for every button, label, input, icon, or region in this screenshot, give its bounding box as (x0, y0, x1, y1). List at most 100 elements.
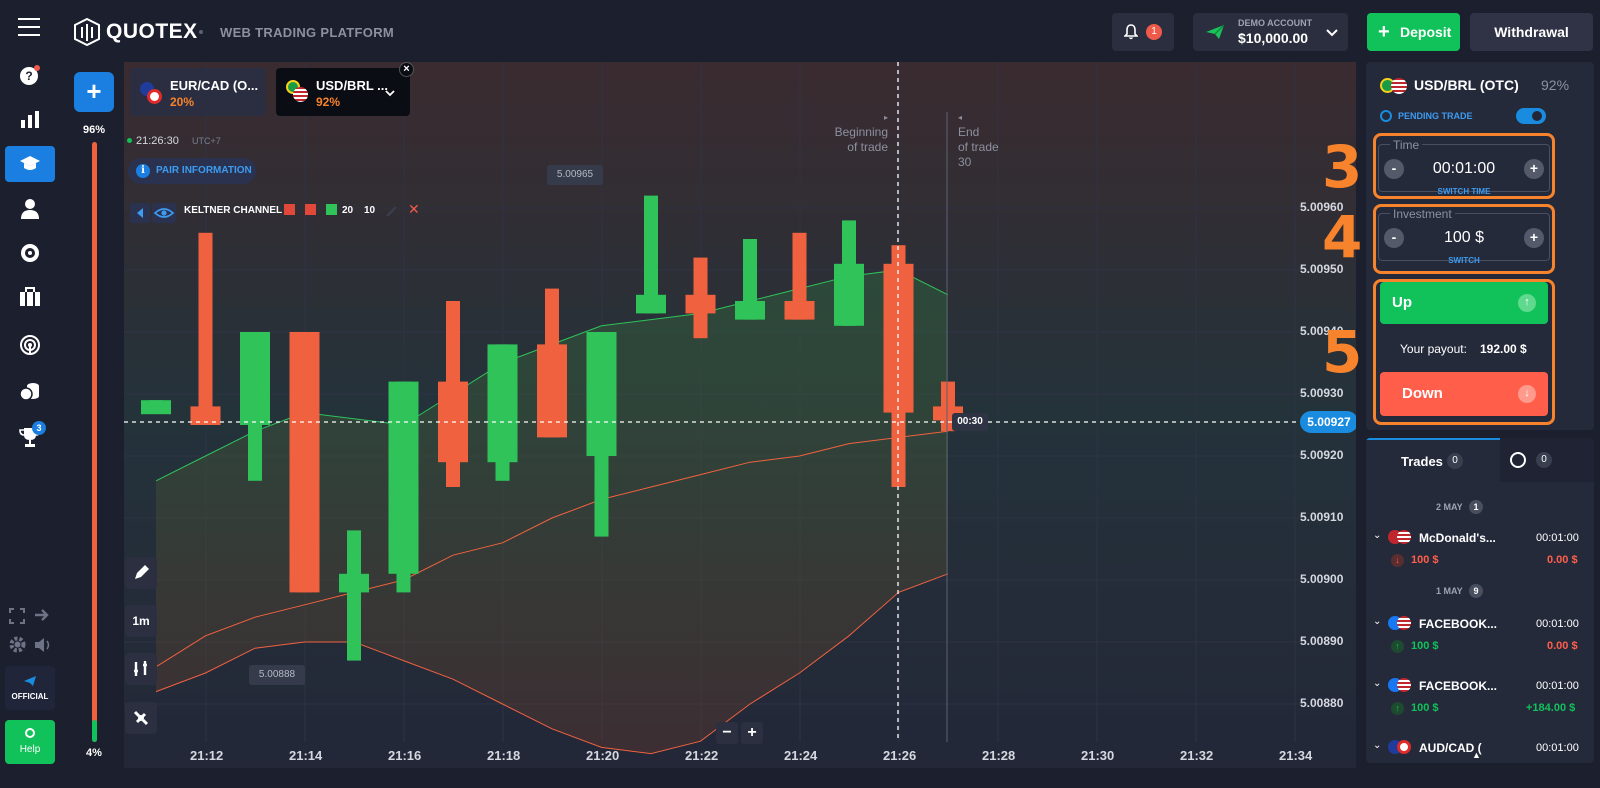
switch-time-link[interactable]: SWITCH TIME (1437, 187, 1491, 196)
candle (685, 257, 716, 339)
graduation-cap-icon (19, 155, 41, 178)
trades-panel: Trades 0 0 2 MAY 1 ⌄ McDonald's... 00:01… (1366, 438, 1594, 763)
cycle-icon[interactable] (15, 238, 45, 268)
candle (240, 332, 270, 481)
zoom-out-button[interactable]: − (716, 722, 738, 744)
investment-label: Investment (1390, 207, 1455, 221)
asset-tab-usdbrl[interactable]: USD/BRL ... 92% × (276, 62, 414, 116)
indicator-color-swatch (284, 204, 295, 215)
timeframe-button[interactable]: 1m (125, 605, 157, 637)
current-price-badge: 5.00927 (1300, 411, 1356, 433)
official-telegram-button[interactable]: OFFICIAL (5, 666, 55, 710)
satellite-icon (133, 710, 149, 726)
candle-body (240, 332, 270, 425)
trade-row[interactable]: ⌄ FACEBOOK... 00:01:00 ↑ 100 $ +184.00 $ (1366, 674, 1594, 718)
pair-information-button[interactable]: i PAIR INFORMATION (128, 158, 256, 184)
info-icon: i (136, 164, 150, 178)
zoom-in-button[interactable]: + (741, 722, 763, 744)
account-selector[interactable]: DEMO ACCOUNT $10,000.00 (1193, 13, 1348, 51)
trade-row[interactable]: ⌄ McDonald's... 00:01:00 ↓ 100 $ 0.00 $ (1366, 526, 1594, 570)
trade-row[interactable]: ⌄ AUD/CAD ( 00:01:00 (1366, 736, 1594, 763)
user-icon[interactable] (15, 194, 45, 224)
withdrawal-label: Withdrawal (1494, 24, 1569, 40)
trade-asset-name: FACEBOOK... (1419, 679, 1498, 693)
sentiment-bar (92, 142, 97, 742)
edit-indicator-icon[interactable] (386, 204, 398, 222)
chevron-down-icon: ⌄ (1373, 678, 1382, 689)
education-button[interactable] (5, 146, 55, 182)
switch-link[interactable]: SWITCH (1448, 256, 1480, 265)
step-5-highlight (1373, 279, 1555, 425)
withdrawal-button[interactable]: Withdrawal (1470, 13, 1593, 51)
candle-body (289, 332, 320, 593)
up-button[interactable]: Up ↑ (1380, 282, 1548, 324)
help-question-icon[interactable]: ? (15, 60, 45, 90)
candle (487, 344, 518, 481)
collapse-indicator-icon[interactable] (130, 203, 150, 223)
sentiment-percent-top: 96% (83, 124, 106, 136)
analytics-icon[interactable] (15, 104, 45, 134)
price-chart[interactable]: EUR/CAD (O... 20% USD/BRL ... 92% × 21:2… (124, 62, 1356, 768)
deposit-button[interactable]: + Deposit (1367, 13, 1460, 51)
settings-gear-icon[interactable] (9, 636, 26, 658)
pending-trade-toggle[interactable] (1516, 108, 1546, 124)
help-button[interactable]: Help (5, 720, 55, 764)
indicators-button[interactable] (125, 702, 157, 734)
coins-icon[interactable] (15, 376, 45, 406)
asset-tab-name: EUR/CAD (O... (170, 78, 259, 93)
trade-asset-name: AUD/CAD ( (1419, 741, 1482, 755)
trade-amount: 100 $ (1411, 640, 1439, 652)
plus-icon: + (1378, 21, 1390, 43)
candle-body (190, 406, 221, 425)
remove-indicator-icon[interactable]: ✕ (408, 201, 420, 217)
chevron-down-icon (1326, 25, 1338, 43)
history-tab[interactable]: 0 (1500, 438, 1594, 482)
investment-value[interactable]: 100 $ (1443, 229, 1485, 246)
eye-icon[interactable] (152, 203, 176, 223)
trade-amount: 100 $ (1411, 554, 1439, 566)
sound-icon[interactable] (34, 637, 52, 658)
candle-body (834, 263, 864, 326)
chevron-down-icon: ⌄ (1373, 740, 1382, 751)
y-tick-label: 5.00880 (1300, 696, 1344, 710)
time-plus-button[interactable]: + (1524, 159, 1544, 179)
trade-row[interactable]: ⌄ FACEBOOK... 00:01:00 ↑ 100 $ 0.00 $ (1366, 612, 1594, 656)
draw-tool-button[interactable] (125, 557, 157, 589)
chart-type-button[interactable] (125, 653, 157, 685)
fullscreen-icon[interactable] (9, 608, 25, 629)
chart-canvas[interactable] (124, 62, 1356, 768)
step-3-highlight (1373, 133, 1555, 199)
briefcase-icon[interactable] (15, 282, 45, 312)
high-price-marker: 5.00965 (547, 165, 603, 185)
x-tick-label: 21:20 (586, 748, 620, 763)
asset-tab-eurcad[interactable]: EUR/CAD (O... 20% (130, 68, 266, 116)
trades-tab[interactable]: Trades 0 (1366, 438, 1500, 482)
step-3-number: 3 (1322, 133, 1363, 201)
trade-up-icon: ↑ (1391, 640, 1404, 653)
candle (834, 220, 864, 326)
x-tick-label: 21:30 (1081, 748, 1115, 763)
logout-arrow-icon[interactable] (34, 608, 50, 627)
scroll-up-icon[interactable]: ▲ (1472, 750, 1481, 760)
x-tick-label: 21:18 (487, 748, 521, 763)
x-tick-label: 21:32 (1180, 748, 1214, 763)
candle (636, 195, 666, 314)
investment-plus-button[interactable]: + (1524, 228, 1544, 248)
time-minus-button[interactable]: - (1384, 159, 1404, 179)
signal-icon[interactable] (15, 330, 45, 360)
notifications-button[interactable]: 1 (1112, 13, 1174, 51)
paper-plane-icon (1205, 24, 1225, 45)
account-label: DEMO ACCOUNT (1238, 18, 1313, 28)
asset-flag-icon (1388, 740, 1414, 754)
time-value[interactable]: 00:01:00 (1432, 160, 1496, 177)
menu-icon[interactable] (18, 18, 40, 36)
close-tab-icon[interactable]: × (399, 62, 414, 77)
history-count: 0 (1536, 452, 1552, 468)
down-button[interactable]: Down ↓ (1380, 372, 1548, 416)
arrow-right-icon: ▸ (883, 113, 888, 122)
x-tick-label: 21:24 (784, 748, 818, 763)
candle-wick (198, 232, 213, 425)
arrow-down-icon: ↓ (1518, 385, 1536, 403)
add-asset-button[interactable]: + (74, 72, 114, 112)
investment-minus-button[interactable]: - (1384, 228, 1404, 248)
